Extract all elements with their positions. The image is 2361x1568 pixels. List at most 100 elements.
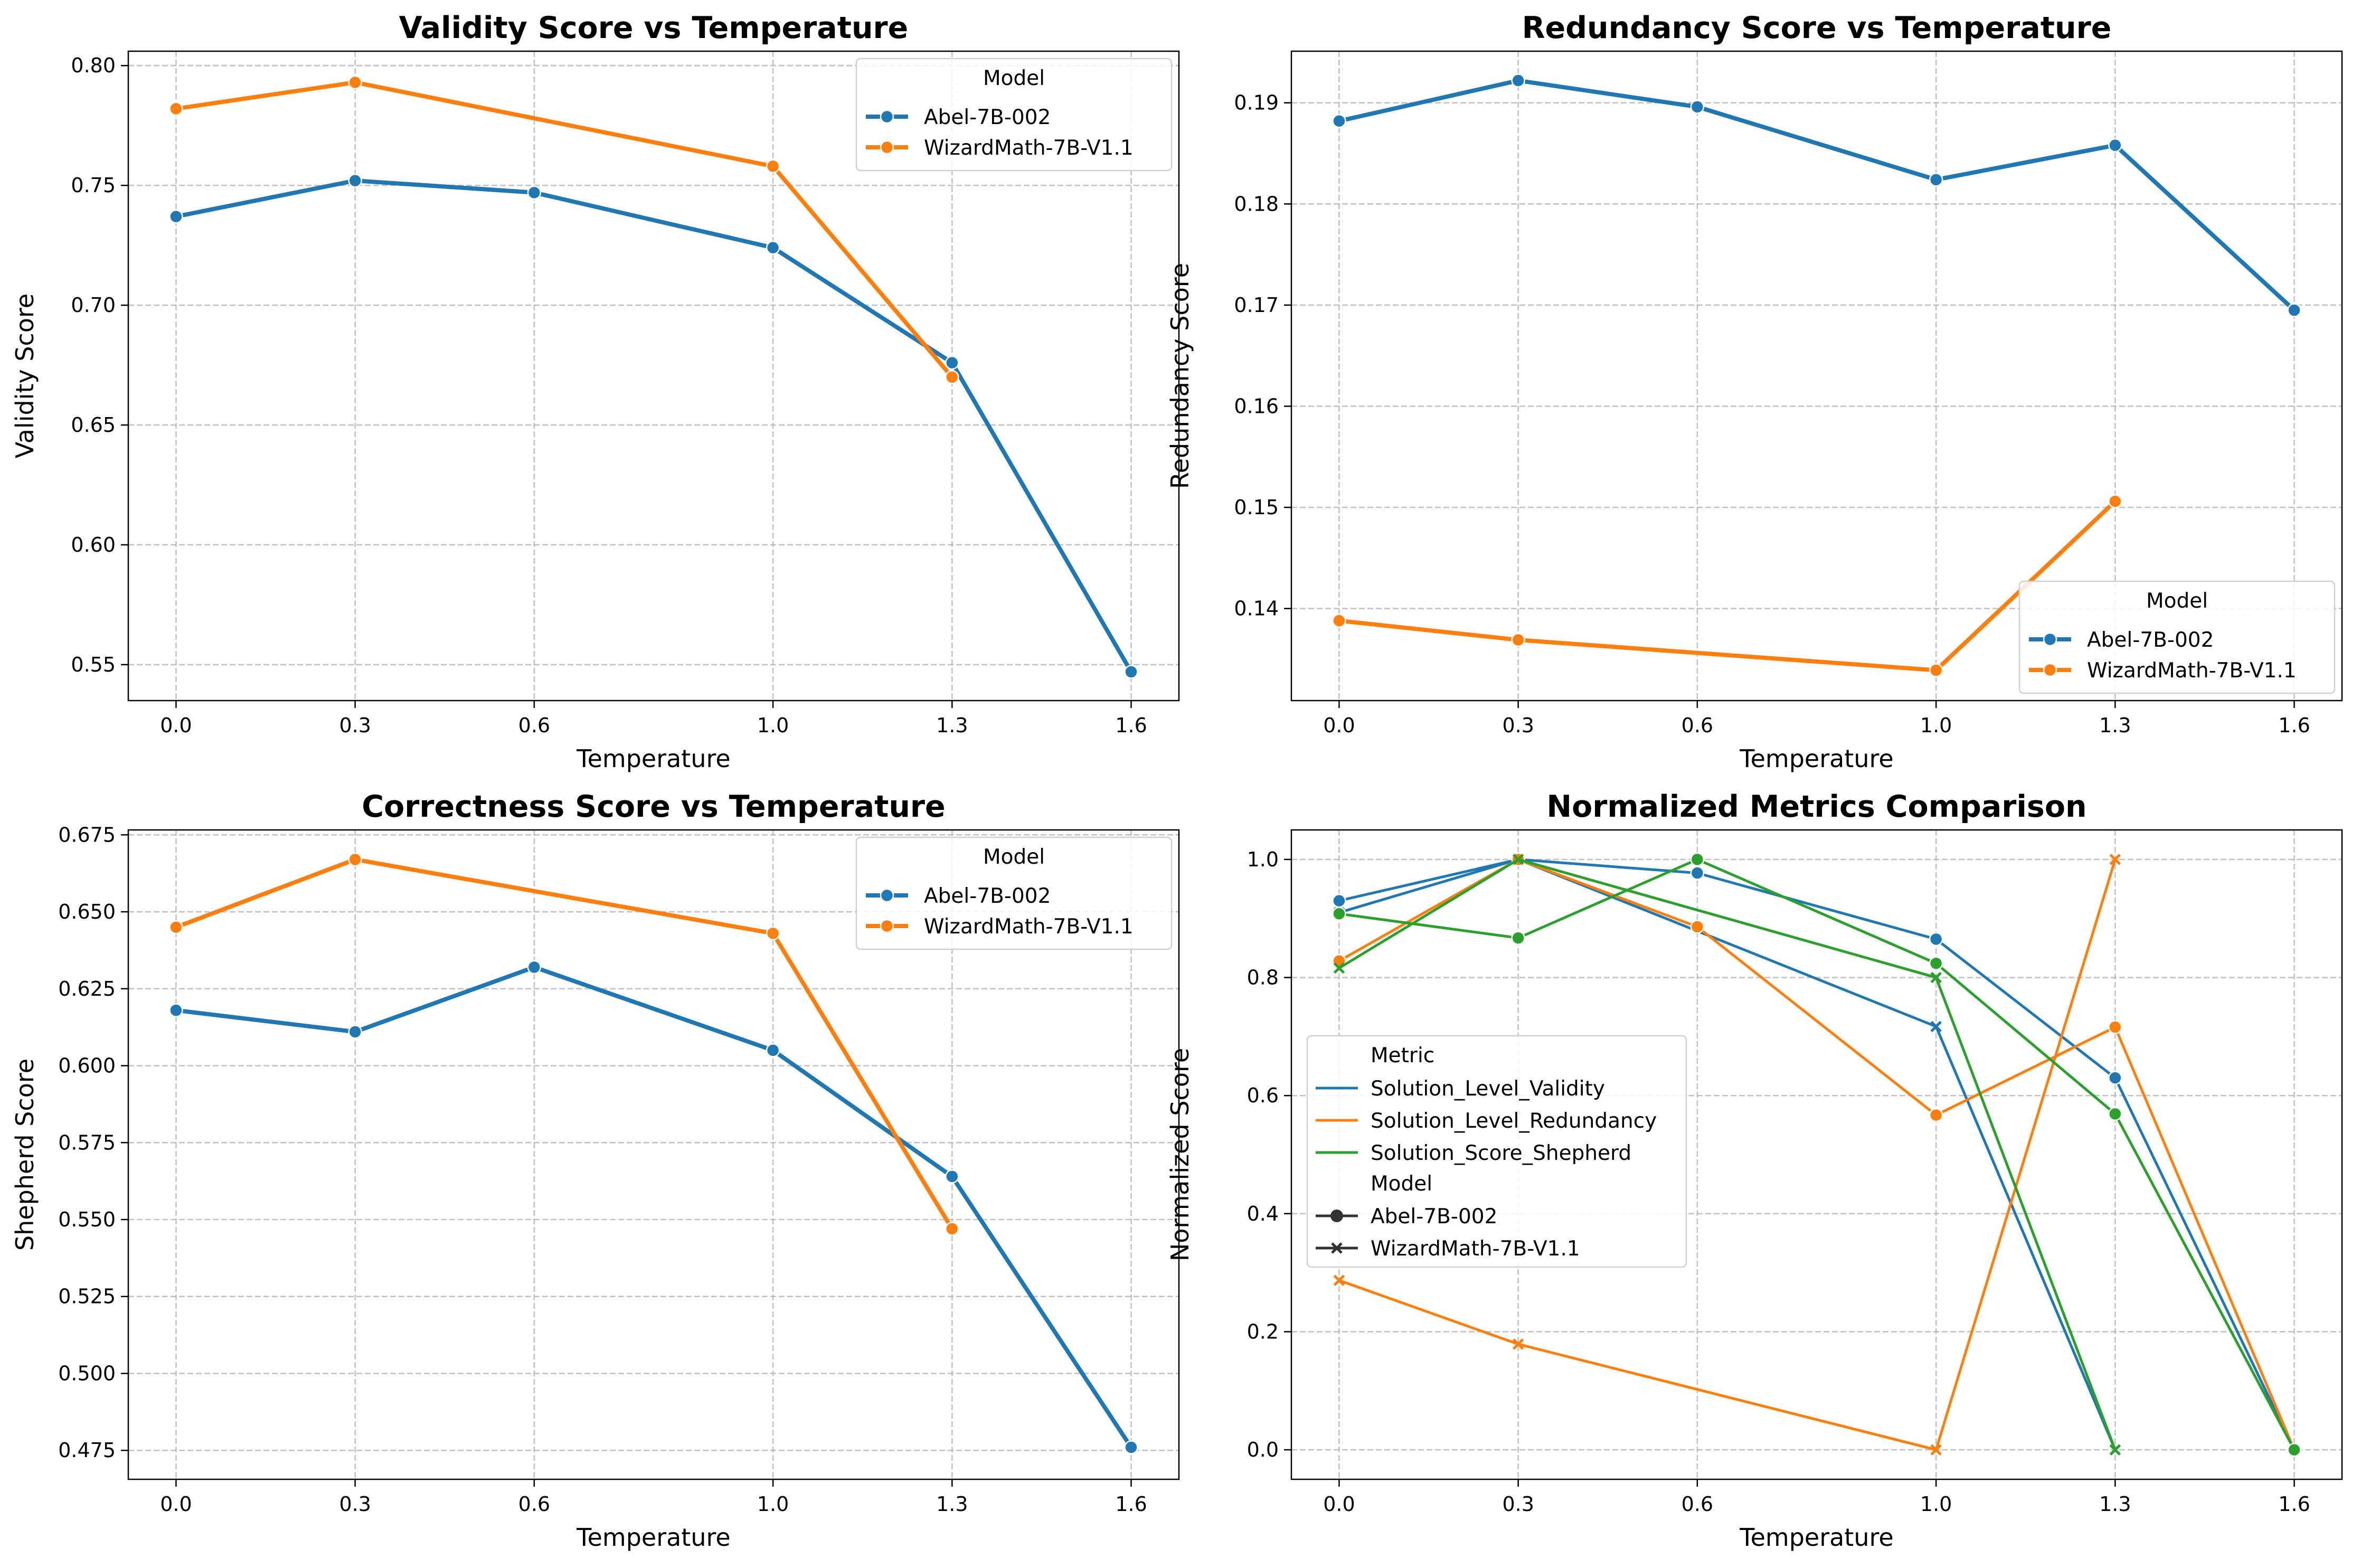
plot-frame	[127, 829, 1180, 1480]
data-point-marker	[2287, 303, 2301, 317]
data-point-marker	[348, 173, 362, 188]
x-tick-label: 1.6	[2278, 714, 2310, 737]
grid-lines	[128, 51, 1179, 701]
series-line-1	[1337, 78, 2297, 313]
legend-entry-label: Abel-7B-002	[924, 106, 1051, 129]
y-tick-label: 0.16	[1234, 394, 1279, 418]
x-axis-label: Temperature	[576, 744, 730, 773]
series-line-4	[1337, 858, 2117, 1451]
series-line-6	[1337, 858, 2117, 1451]
data-point-marker	[527, 185, 542, 200]
chart-panel-2: 0.0 0.3 0.6 1.0 1.3 1.6 0.14 0.15 0.16 0.17 0.18 0.…	[1166, 11, 2343, 773]
y-tick-label: 0.19	[1234, 91, 1279, 115]
x-tick-label: 0.0	[1323, 714, 1355, 737]
series-line-2	[1337, 499, 2118, 673]
y-axis-label: Normalized Score	[1166, 1048, 1194, 1261]
chart-title: Correctness Score vs Temperature	[362, 789, 945, 824]
legend-marker	[880, 140, 894, 155]
data-point-marker	[527, 960, 542, 975]
legend-metric-label: Solution_Level_Redundancy	[1371, 1109, 1657, 1133]
x-tick-label: 0.6	[1682, 714, 1713, 737]
data-point-marker	[1690, 100, 1705, 114]
chart-title: Normalized Metrics Comparison	[1546, 789, 2086, 824]
legend-model-title: Model	[1371, 1172, 1432, 1196]
legend-entry-label: WizardMath-7B-V1.1	[924, 915, 1134, 939]
data-point-x-marker	[1930, 1444, 1942, 1456]
data-point-marker	[1690, 852, 1705, 867]
y-axis-label: Shepherd Score	[11, 1059, 39, 1251]
data-point-marker	[348, 1025, 362, 1039]
y-tick-label: 0.80	[71, 54, 116, 77]
series-line-1	[174, 965, 1134, 1450]
data-point-marker	[1124, 665, 1138, 679]
legend-marker	[2043, 632, 2057, 647]
legend-entry-label: Abel-7B-002	[2087, 628, 2214, 652]
x-tick-label: 1.3	[2099, 714, 2131, 737]
y-tick-label: 0.575	[58, 1131, 116, 1154]
legend-model-label: WizardMath-7B-V1.1	[1371, 1237, 1580, 1261]
data-point-marker	[766, 926, 780, 941]
y-tick-label: 0.15	[1234, 496, 1279, 519]
series-line-5	[1337, 858, 2296, 1451]
legend-model-label: Abel-7B-002	[1371, 1205, 1497, 1229]
data-point-marker	[1511, 632, 1525, 647]
y-tick-label: 0.500	[58, 1362, 116, 1385]
legend-box	[855, 836, 1173, 950]
data-point-x-marker	[1512, 1338, 1524, 1350]
data-point-marker	[169, 920, 183, 934]
legend-metric-title: Metric	[1371, 1044, 1434, 1068]
x-tick-label: 1.6	[1115, 714, 1147, 737]
x-tick-label: 1.3	[936, 714, 968, 737]
x-tick-label: 0.0	[160, 1493, 192, 1516]
y-tick-label: 0.525	[58, 1285, 116, 1308]
data-point-marker	[1332, 114, 1346, 128]
x-tick-label: 0.3	[339, 714, 371, 737]
legend-entry-label: WizardMath-7B-V1.1	[2087, 659, 2297, 683]
data-point-marker	[169, 209, 183, 224]
x-tick-label: 1.0	[1920, 714, 1952, 737]
data-point-marker	[1124, 1440, 1138, 1454]
x-tick-label: 1.6	[2278, 1493, 2310, 1516]
data-point-marker	[766, 1043, 780, 1057]
x-tick-label: 0.6	[518, 1493, 550, 1516]
data-point-x-marker	[1333, 962, 1345, 974]
series-line-1	[1337, 858, 2296, 1451]
y-tick-label: 0.17	[1234, 294, 1279, 317]
y-tick-label: 0.675	[58, 823, 116, 846]
y-tick-label: 0.14	[1234, 597, 1279, 620]
legend-marker	[2043, 663, 2057, 677]
data-point-marker	[1511, 73, 1525, 88]
y-tick-label: 0.8	[1247, 966, 1279, 989]
x-tick-label: 1.3	[2099, 1493, 2131, 1516]
y-tick-label: 0.18	[1234, 192, 1279, 215]
legend-model-marker	[1331, 1242, 1343, 1254]
chart-title: Redundancy Score vs Temperature	[1522, 11, 2112, 45]
y-tick-label: 0.60	[71, 533, 116, 556]
legend-metric-label: Solution_Score_Shepherd	[1371, 1141, 1631, 1165]
data-point-marker	[1690, 866, 1705, 880]
x-tick-label: 0.6	[1682, 1493, 1713, 1516]
data-point-marker	[2108, 1107, 2122, 1121]
legend-entry-label: WizardMath-7B-V1.1	[924, 136, 1134, 160]
data-point-marker	[1929, 932, 1943, 947]
data-point-marker	[945, 370, 959, 384]
legend-box	[1306, 1035, 1687, 1268]
legend-title: Model	[983, 845, 1045, 869]
data-point-x-marker	[1930, 1021, 1942, 1033]
plot-frame	[1290, 50, 2343, 702]
data-point-marker	[2108, 1071, 2122, 1085]
x-axis-label: Temperature	[1739, 744, 1893, 773]
x-axis-label: Temperature	[1739, 1523, 1893, 1552]
data-point-marker	[1332, 613, 1346, 628]
plot-frame	[1290, 829, 2343, 1480]
x-tick-label: 0.0	[1323, 1493, 1355, 1516]
chart-panel-4: 0.0 0.3 0.6 1.0 1.3 1.6 0.0 0.2 0.4 0.6 0.8 1.0 Norm…	[1166, 789, 2343, 1552]
series-line-1	[174, 178, 1134, 674]
legend: Model Abel-7B-002 WizardMath-7B-V1.1	[855, 58, 1173, 172]
y-tick-label: 0.475	[58, 1439, 116, 1462]
x-tick-label: 1.0	[757, 1493, 789, 1516]
x-tick-label: 0.3	[1502, 714, 1534, 737]
legend-box	[855, 58, 1173, 172]
legend-title: Model	[2146, 589, 2208, 613]
